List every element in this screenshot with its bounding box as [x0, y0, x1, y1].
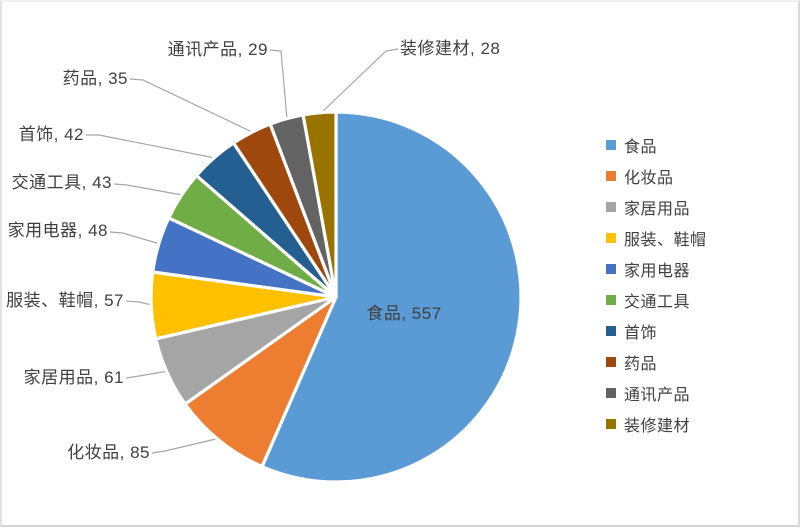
legend-swatch-icon: [606, 201, 616, 212]
leader-line-jiajuyongpin: [125, 370, 169, 379]
pie-label-shipin: 食品, 557: [366, 304, 442, 323]
legend-item-6[interactable]: 首饰: [606, 315, 707, 346]
pie-slice-9[interactable]: [301, 110, 338, 299]
leader-line-fuzhuangxiemao: [125, 300, 153, 306]
legend-item-1[interactable]: 化妆品: [606, 160, 707, 191]
legend-swatch-icon: [606, 232, 616, 243]
legend-item-0[interactable]: 食品: [606, 129, 707, 160]
legend-item-label: 家用电器: [624, 262, 691, 280]
legend-swatch-icon: [606, 170, 616, 181]
legend-item-label: 化妆品: [624, 169, 674, 187]
legend-swatch-icon: [606, 418, 616, 429]
legend-item-label: 食品: [624, 138, 658, 156]
pie-label-tongxunchanpin: 通讯产品, 29: [167, 40, 268, 59]
legend-item-2[interactable]: 家居用品: [606, 191, 707, 222]
leader-line-jiaotonggongju: [113, 183, 183, 196]
legend-item-4[interactable]: 家用电器: [606, 253, 707, 284]
pie-label-fuzhuangxiemao: 服装、鞋帽, 57: [6, 291, 124, 310]
legend-item-label: 首饰: [624, 324, 658, 342]
leader-line-yaopin: [129, 78, 253, 133]
legend-item-label: 服装、鞋帽: [624, 231, 707, 249]
leader-line-jiayongdianqi: [109, 231, 161, 245]
pie-label-jiajuyongpin: 家居用品, 61: [23, 368, 124, 387]
legend-swatch-icon: [606, 263, 616, 274]
legend-swatch-icon: [606, 387, 616, 398]
pie-slice-1[interactable]: [183, 295, 338, 469]
legend-item-9[interactable]: 装修建材: [606, 408, 707, 439]
pie-label-yaopin: 药品, 35: [62, 69, 128, 88]
pie-slices: [149, 110, 523, 484]
legend-item-label: 通讯产品: [624, 386, 691, 404]
leader-line-shoushi: [86, 134, 216, 159]
legend-item-8[interactable]: 通讯产品: [606, 377, 707, 408]
legend-item-label: 药品: [624, 355, 658, 373]
leader-line-tongxunchanpin: [269, 49, 288, 120]
legend-item-5[interactable]: 交通工具: [606, 284, 707, 315]
pie-label-jiayongdianqi: 家用电器, 48: [7, 221, 108, 240]
pie-label-huazhuangpin: 化妆品, 85: [67, 443, 150, 462]
legend-swatch-icon: [606, 356, 616, 367]
leader-line-huazhuangpin: [151, 437, 221, 454]
chart-legend: 食品化妆品家居用品服装、鞋帽家用电器交通工具首饰药品通讯产品装修建材: [606, 129, 707, 439]
leader-line-zhuangxiujiancai: [320, 48, 399, 114]
pie-label-zhuangxiujiancai: 装修建材, 28: [400, 39, 501, 58]
legend-item-3[interactable]: 服装、鞋帽: [606, 222, 707, 253]
pie-slice-0[interactable]: [260, 110, 523, 484]
legend-item-label: 装修建材: [624, 417, 691, 435]
legend-item-7[interactable]: 药品: [606, 346, 707, 377]
pie-label-jiaotonggongju: 交通工具, 43: [11, 173, 112, 192]
legend-swatch-icon: [606, 294, 616, 305]
legend-swatch-icon: [606, 325, 616, 336]
legend-swatch-icon: [606, 139, 616, 150]
legend-item-label: 家居用品: [624, 200, 691, 218]
pie-label-shoushi: 首饰, 42: [18, 125, 84, 144]
leader-lines: [86, 48, 399, 454]
legend-item-label: 交通工具: [624, 293, 691, 311]
